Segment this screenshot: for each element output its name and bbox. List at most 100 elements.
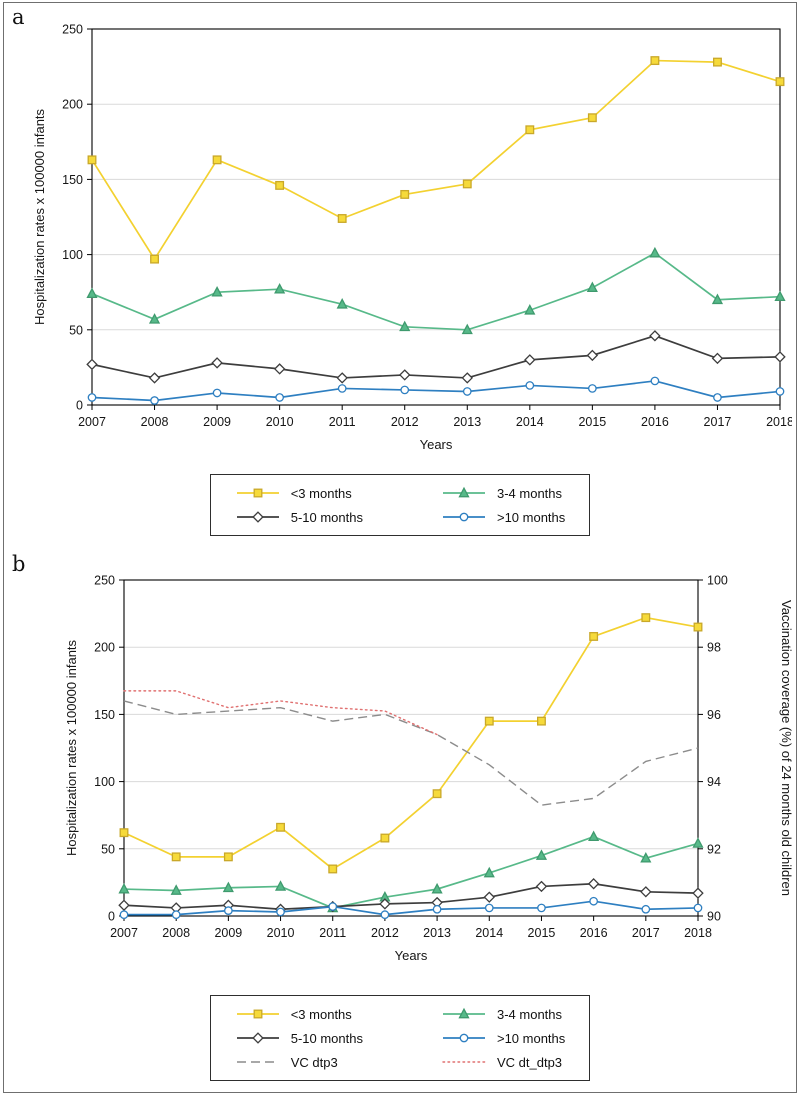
- square-marker-icon: [253, 1009, 263, 1019]
- triangle-marker-icon: [524, 304, 536, 315]
- diamond-marker-icon: [711, 352, 724, 365]
- diamond-marker-icon: [586, 349, 599, 362]
- dotted-line-icon: [442, 1061, 486, 1063]
- diamond-marker-icon: [273, 363, 286, 375]
- square-marker-icon: [693, 622, 703, 632]
- circle-marker-icon: [275, 393, 284, 402]
- circle-marker-icon: [525, 381, 535, 390]
- chart-b: 0 50 100 150 200 250 90 92 94 96 98 100 Vaccination …: [28, 564, 796, 977]
- diamond-marker-icon: [336, 372, 348, 384]
- circle-marker-icon: [459, 1033, 469, 1043]
- square-marker-icon: [328, 864, 338, 874]
- legend-item: VC dtp3: [235, 1054, 363, 1070]
- diamond-marker-icon: [483, 891, 495, 903]
- diamond-marker-icon: [86, 358, 98, 371]
- y-tick-label: 150: [62, 173, 83, 187]
- circle-marker-icon: [328, 902, 338, 911]
- circle-marker-icon: [589, 896, 598, 906]
- x-tick-label: 2007: [78, 415, 106, 429]
- circle-marker-icon: [276, 907, 285, 917]
- circle-marker-icon: [380, 910, 390, 920]
- square-marker-icon: [587, 113, 597, 123]
- legend-label: 3-4 months: [496, 1006, 563, 1022]
- legend-item: >10 months: [441, 509, 565, 525]
- x-tick-label: 2015: [578, 415, 606, 429]
- triangle-marker-icon: [118, 882, 130, 894]
- square-marker-icon: [775, 77, 785, 87]
- x-tick-label: 2010: [266, 415, 294, 429]
- triangle-marker-icon: [274, 880, 287, 891]
- circle-marker-icon: [400, 385, 410, 395]
- x-tick-label: 2009: [203, 415, 231, 429]
- x-tick-label: 2017: [632, 926, 660, 940]
- square-marker-icon: [171, 852, 181, 862]
- y-axis-title: Hospitalization rates x 100000 infants: [32, 108, 47, 325]
- diamond-marker-icon: [118, 899, 130, 911]
- square-marker-icon: [641, 613, 651, 623]
- triangle-marker-icon: [483, 866, 495, 878]
- square-marker-icon: [380, 833, 390, 843]
- x-tick-label: 2012: [371, 926, 399, 940]
- legend-label: <3 months: [290, 1006, 352, 1022]
- y-tick-label: 0: [108, 910, 115, 924]
- square-marker-icon: [275, 180, 285, 190]
- x-tick-label: 2011: [329, 415, 356, 429]
- circle-marker-icon: [442, 1033, 485, 1043]
- y-tick-label: 150: [94, 708, 115, 722]
- y2-tick-label: 100: [707, 574, 728, 588]
- legend-b-wrap: <3 months 3-4 months 5-10 months >10 months…: [4, 995, 796, 1081]
- x-tick-label: 2013: [423, 926, 451, 940]
- dashed-line-icon: [236, 1061, 279, 1063]
- circle-marker-icon: [171, 910, 181, 920]
- panel-a-label: a: [12, 5, 25, 29]
- x-tick-label: 2010: [267, 926, 295, 940]
- legend-label: VC dtp3: [290, 1054, 338, 1070]
- circle-marker-icon: [337, 384, 347, 393]
- circle-marker-icon: [693, 903, 703, 913]
- y-axis-title: Hospitalization rates x 100000 infants: [64, 639, 79, 856]
- x-tick-label: 2018: [684, 926, 712, 940]
- series-line: [123, 882, 699, 911]
- triangle-marker-icon: [711, 293, 724, 305]
- square-marker-icon: [462, 179, 472, 189]
- series-line: [123, 690, 438, 736]
- legend-a: <3 months 3-4 months 5-10 months >10 months: [209, 474, 591, 536]
- x-axis-title: Years: [395, 948, 428, 963]
- diamond-marker-icon: [251, 1032, 264, 1044]
- x-tick-label: 2007: [110, 926, 138, 940]
- square-marker-icon: [589, 631, 599, 641]
- circle-marker-icon: [484, 903, 494, 913]
- diamond-marker-icon: [148, 372, 161, 384]
- diamond-marker-icon: [774, 351, 786, 363]
- square-marker-icon: [650, 56, 660, 66]
- panel-b: b 0 50 100 150 200 250 90 92 94 96 98 100 Vaccinatio…: [4, 550, 796, 1092]
- legend-label: >10 months: [496, 1030, 566, 1046]
- chart-a: 0 50 100 150 200 250 2007 2008 2009 2010 2011 2012 2…: [28, 13, 796, 466]
- x-tick-label: 2017: [704, 415, 732, 429]
- diamond-marker-icon: [587, 878, 600, 890]
- legend-label: <3 months: [290, 485, 352, 501]
- chart-svg: 0 50 100 150 200 250 2007 2008 2009 2010 2011 2012 2…: [32, 23, 794, 453]
- legend-item: 3-4 months: [441, 485, 565, 501]
- triangle-marker-icon: [211, 286, 223, 297]
- square-marker-icon: [337, 214, 347, 223]
- diamond-marker-icon: [535, 880, 548, 893]
- y-tick-label: 50: [101, 842, 115, 856]
- triangle-marker-icon: [442, 486, 485, 498]
- legend-item: 5-10 months: [235, 509, 363, 525]
- legend-item: <3 months: [235, 1006, 363, 1022]
- diamond-marker-icon: [649, 330, 661, 342]
- x-tick-label: 2008: [141, 415, 169, 429]
- circle-marker-icon: [119, 910, 129, 920]
- y2-tick-label: 92: [707, 842, 721, 856]
- legend-label: 5-10 months: [290, 1030, 363, 1046]
- x-tick-label: 2016: [580, 926, 608, 940]
- x-tick-label: 2018: [766, 415, 792, 429]
- legend-label: >10 months: [496, 509, 566, 525]
- triangle-marker-icon: [586, 281, 598, 293]
- y2-tick-label: 98: [707, 641, 721, 655]
- circle-marker-icon: [713, 393, 722, 402]
- y2-tick-label: 96: [707, 708, 721, 722]
- y-tick-label: 250: [62, 23, 83, 37]
- diamond-marker-icon: [236, 1032, 279, 1044]
